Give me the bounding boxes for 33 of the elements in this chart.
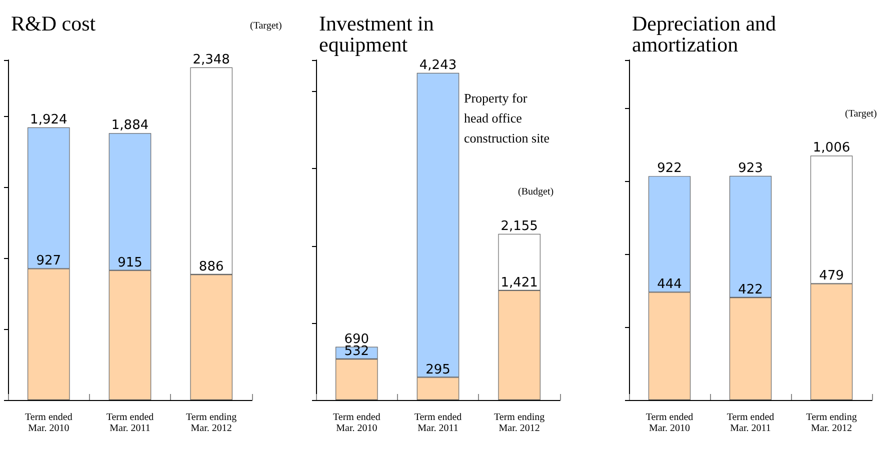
total-label: 1,884: [111, 118, 149, 134]
total-label: 2,155: [500, 218, 538, 234]
annotation: (Target): [845, 108, 877, 120]
x-tick-label: Term ended Mar. 2011: [414, 412, 462, 434]
x-tick-label: Term ended Mar. 2010: [332, 412, 380, 434]
x-tick-label: Term ending Mar. 2012: [186, 412, 237, 434]
total-label: 4,243: [419, 58, 457, 73]
total-label: 2,348: [192, 52, 230, 68]
x-tick-label: Term ended Mar. 2010: [646, 412, 694, 434]
data-label: 479: [819, 268, 844, 284]
x-tick-label: Term ended Mar. 2010: [24, 412, 72, 434]
x-tick-label: Term ended Mar. 2011: [726, 412, 774, 434]
data-label: 422: [738, 282, 763, 298]
chart-title: Investment in equipment: [319, 12, 434, 56]
data-label: 532: [344, 344, 370, 359]
total-label: 923: [738, 160, 763, 176]
data-label: 1,421: [500, 275, 538, 290]
data-label: 886: [198, 259, 224, 274]
x-tick-label: Term ended Mar. 2011: [106, 412, 154, 434]
x-tick-label: Term ending Mar. 2012: [806, 412, 857, 434]
total-label: 1,006: [812, 140, 850, 156]
data-label: 915: [118, 255, 142, 270]
annotation: (Budget): [518, 186, 554, 198]
x-tick-label: Term ending Mar. 2012: [494, 412, 545, 434]
data-label: 444: [657, 277, 682, 292]
total-label: 922: [657, 161, 682, 176]
total-label: 1,924: [30, 112, 68, 128]
chart-title: Depreciation and amortization: [632, 12, 777, 56]
data-label: 927: [36, 254, 62, 269]
text: (Target): [250, 20, 282, 32]
annotation: Property for head office construction site: [464, 90, 550, 146]
data-label: 295: [426, 362, 450, 378]
chart-title: R&D cost: [11, 12, 96, 36]
